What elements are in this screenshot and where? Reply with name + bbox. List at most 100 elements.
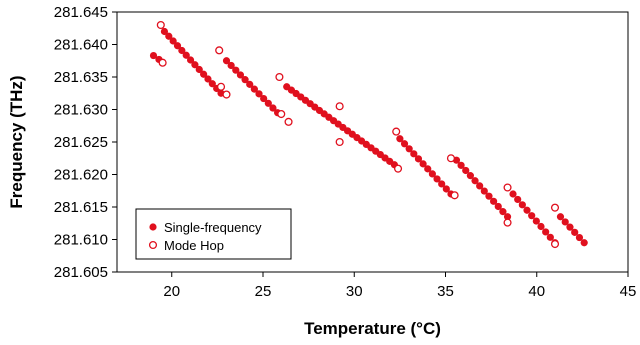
data-point-single-frequency [232,66,240,74]
data-point-single-frequency [528,212,536,220]
data-point-single-frequency [575,233,584,242]
data-point-single-frequency [191,61,199,69]
data-point-single-frequency [227,61,235,70]
data-point-single-frequency [160,27,169,36]
data-point-mode-hop [550,203,560,212]
data-point-single-frequency [405,145,413,153]
x-axis: 20 25 30 35 40 45 [163,272,636,300]
data-point-single-frequency [149,51,158,60]
data-point-mode-hop [392,127,401,136]
data-point-single-frequency [178,46,186,55]
legend-marker-single-frequency [149,223,157,231]
data-point-mode-hop [550,240,560,249]
data-point-single-frequency [561,218,569,226]
data-point-single-frequency [442,185,450,193]
data-point-single-frequency [433,175,441,183]
legend-box [135,208,292,260]
data-point-single-frequency [503,213,512,221]
data-point-single-frequency [165,32,173,40]
data-point-single-frequency [400,140,409,148]
data-point-mode-hop [335,102,344,111]
data-point-single-frequency [480,187,488,195]
x-tick-label: 25 [255,283,272,300]
data-point-single-frequency [250,85,258,93]
data-point-single-frequency [509,190,517,198]
data-point-single-frequency [462,166,470,175]
data-point-single-frequency [204,75,212,83]
data-point-single-frequency [255,90,263,98]
data-point-single-frequency [428,170,436,178]
data-point-mode-hop [156,20,165,30]
data-point-mode-hop [503,183,512,192]
data-point-single-frequency [264,99,272,107]
data-point-single-frequency [260,94,268,103]
data-point-mode-hop [216,82,226,91]
x-tick-label: 30 [346,283,363,300]
y-axis: 281.605 281.610 281.615 281.620 281.625 281.6… [54,4,117,281]
legend: Single-frequency Mode Hop [135,208,292,260]
data-point-single-frequency [471,177,479,185]
data-point-single-frequency [499,208,507,216]
data-point-single-frequency [414,155,423,163]
y-tick-label: 281.645 [54,4,108,21]
data-point-single-frequency [490,197,498,205]
x-tick-label: 35 [437,283,454,300]
data-point-mode-hop [277,110,286,119]
data-point-mode-hop [215,46,224,55]
data-point-mode-hop [335,137,344,147]
y-tick-label: 281.605 [54,264,108,281]
data-point-single-frequency [424,165,432,173]
data-point-single-frequency [410,150,418,158]
data-point-single-frequency [438,180,446,188]
y-tick-label: 281.610 [54,232,108,249]
legend-marker-mode-hop [148,240,158,250]
data-point-mode-hop [446,154,456,163]
x-axis-title: Temperature (°C) [304,319,441,338]
y-axis-title: Frequency (THz) [7,75,26,208]
data-point-single-frequency [546,233,554,241]
data-point-mode-hop [450,191,459,200]
data-point-mode-hop [222,90,231,99]
data-point-single-frequency [556,213,565,221]
data-point-single-frequency [514,195,522,204]
legend-label-mode-hop: Mode Hop [164,238,224,253]
data-point-single-frequency [173,42,182,50]
data-point-single-frequency [186,56,195,64]
x-tick-label: 20 [163,283,180,300]
data-point-single-frequency [566,223,574,231]
series-mode-hop [156,20,560,249]
y-tick-label: 281.635 [54,69,108,86]
x-tick-label: 40 [528,283,545,300]
data-point-mode-hop [393,164,403,173]
data-point-single-frequency [222,57,231,65]
x-tick-label: 45 [620,283,637,300]
data-point-single-frequency [542,228,550,236]
data-point-single-frequency [532,217,540,225]
data-point-single-frequency [195,65,203,74]
data-point-single-frequency [236,71,245,79]
data-point-single-frequency [476,182,484,190]
y-tick-label: 281.630 [54,102,108,119]
data-point-single-frequency [580,239,588,247]
data-point-single-frequency [182,51,190,59]
data-point-single-frequency [485,192,493,200]
data-point-single-frequency [518,201,526,209]
data-point-single-frequency [200,70,208,78]
y-tick-label: 281.640 [54,37,108,54]
data-point-mode-hop [503,218,512,227]
data-point-single-frequency [241,76,249,84]
data-point-mode-hop [158,58,167,67]
y-tick-label: 281.625 [54,134,108,151]
data-point-mode-hop [275,72,284,82]
y-tick-label: 281.620 [54,167,108,184]
data-point-single-frequency [457,161,465,169]
series-single-frequency [149,27,588,247]
data-point-single-frequency [494,202,502,211]
data-point-single-frequency [537,222,545,231]
data-point-single-frequency [419,160,427,168]
data-point-single-frequency [466,172,474,180]
data-point-single-frequency [396,135,404,143]
data-point-single-frequency [571,228,579,236]
data-point-single-frequency [169,37,177,45]
